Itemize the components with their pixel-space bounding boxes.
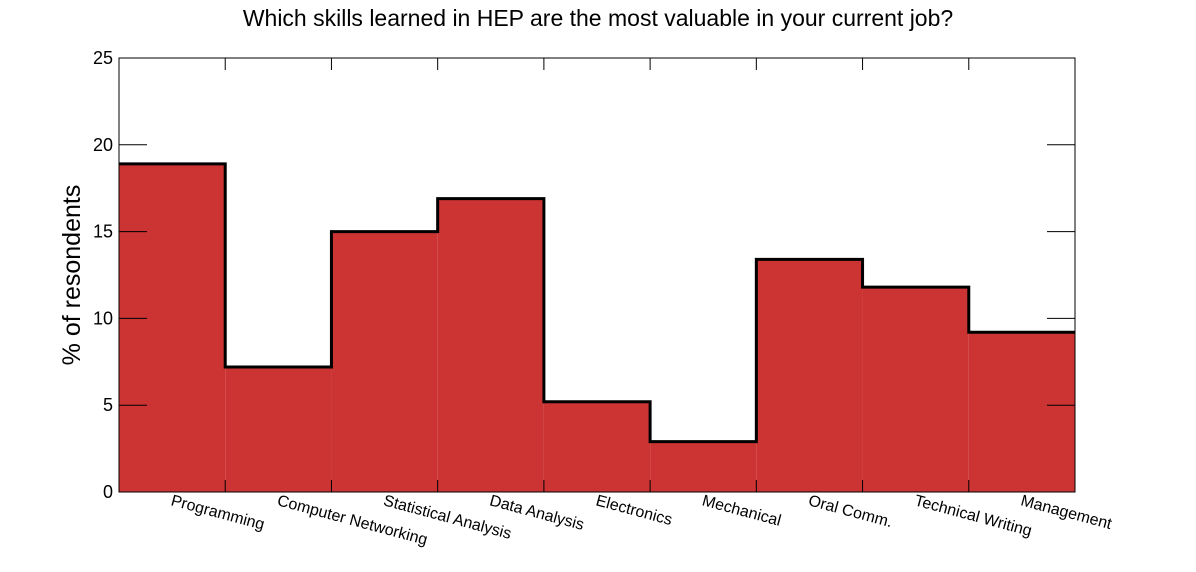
bar xyxy=(331,231,438,492)
y-tick-label: 15 xyxy=(93,222,113,242)
y-axis-label: % of resondents xyxy=(58,185,86,366)
plot-frame xyxy=(118,57,1076,493)
bar xyxy=(225,367,332,492)
y-tick-label: 0 xyxy=(103,482,113,502)
bar xyxy=(437,198,544,492)
bar xyxy=(968,332,1075,492)
y-tick-label: 25 xyxy=(93,48,113,68)
y-tick-label: 20 xyxy=(93,135,113,155)
bar xyxy=(119,163,226,492)
bar xyxy=(543,401,651,492)
bar-outline xyxy=(119,162,1075,444)
y-tick-label: 10 xyxy=(93,308,113,328)
y-tick-label: 5 xyxy=(103,395,113,415)
bar xyxy=(862,287,969,492)
bar xyxy=(650,441,757,492)
bar xyxy=(756,259,863,492)
chart-title: Which skills learned in HEP are the most… xyxy=(243,5,953,31)
